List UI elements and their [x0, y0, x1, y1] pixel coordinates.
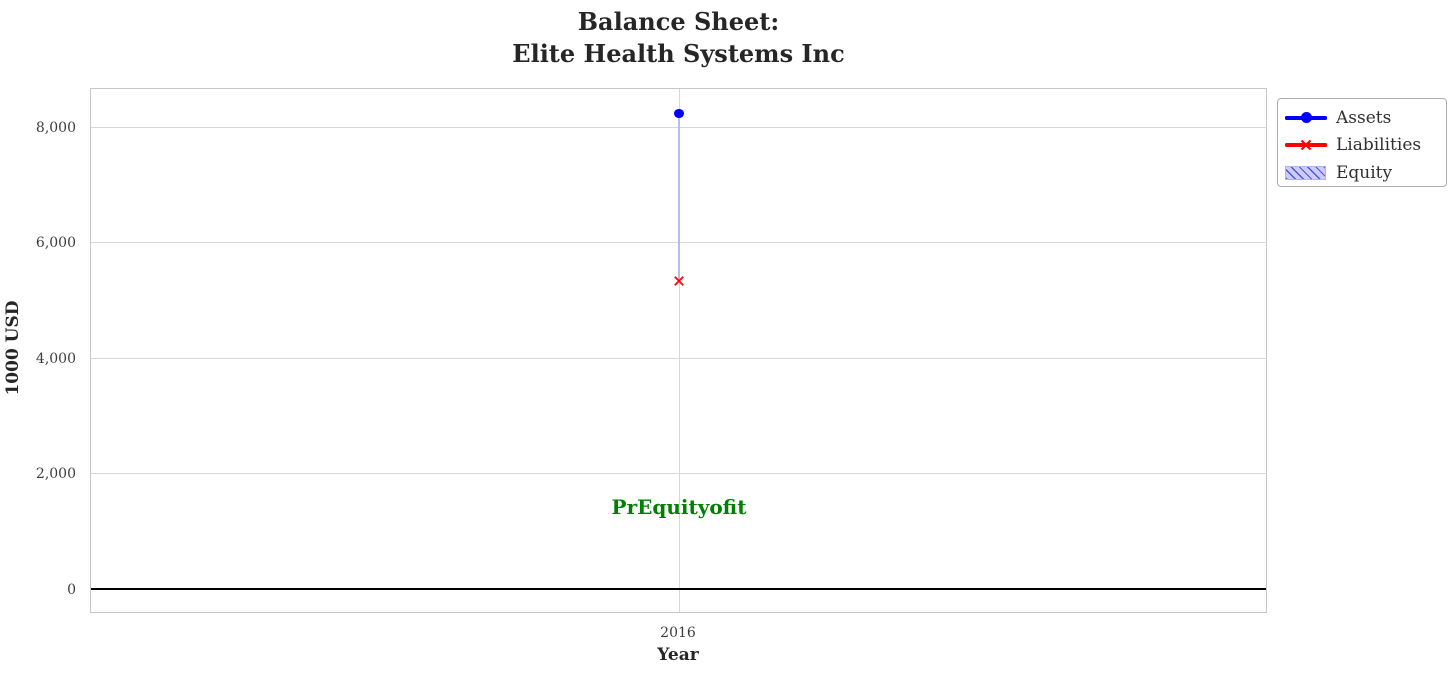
y-axis-label: 1000 USD	[3, 300, 23, 396]
profit-equity-annotation: PrEquityofit	[611, 495, 747, 519]
y-tick-4000: 4,000	[35, 350, 76, 367]
x-tick-2016: 2016	[660, 625, 696, 641]
equity-fill-band	[677, 113, 681, 281]
y-tick-2000: 2,000	[35, 466, 76, 482]
legend-item-equity: Equity	[1285, 159, 1446, 187]
y-tick-8000: 8,000	[35, 119, 76, 136]
y-tick-6000: 6,000	[35, 235, 76, 251]
x-axis-label: Year	[657, 645, 699, 665]
liabilities-marker	[674, 276, 684, 286]
zero-baseline	[91, 587, 1266, 591]
assets-line-icon	[1285, 109, 1327, 127]
equity-patch-icon	[1285, 164, 1327, 182]
y-tick-0: 0	[67, 581, 76, 598]
chart-title-line-1: Balance Sheet:	[577, 7, 780, 36]
legend-item-liabilities: Liabilities	[1285, 132, 1446, 160]
assets-marker	[674, 108, 684, 118]
gridline-2016	[678, 89, 680, 612]
legend-item-assets: Assets	[1285, 104, 1446, 132]
liabilities-line-icon	[1285, 136, 1327, 154]
legend: Assets Liabilities Equity	[1277, 98, 1447, 187]
legend-label-assets: Assets	[1336, 107, 1392, 128]
legend-label-liabilities: Liabilities	[1336, 135, 1422, 156]
legend-label-equity: Equity	[1336, 162, 1393, 183]
chart-title-line-2: Elite Health Systems Inc	[512, 39, 845, 68]
